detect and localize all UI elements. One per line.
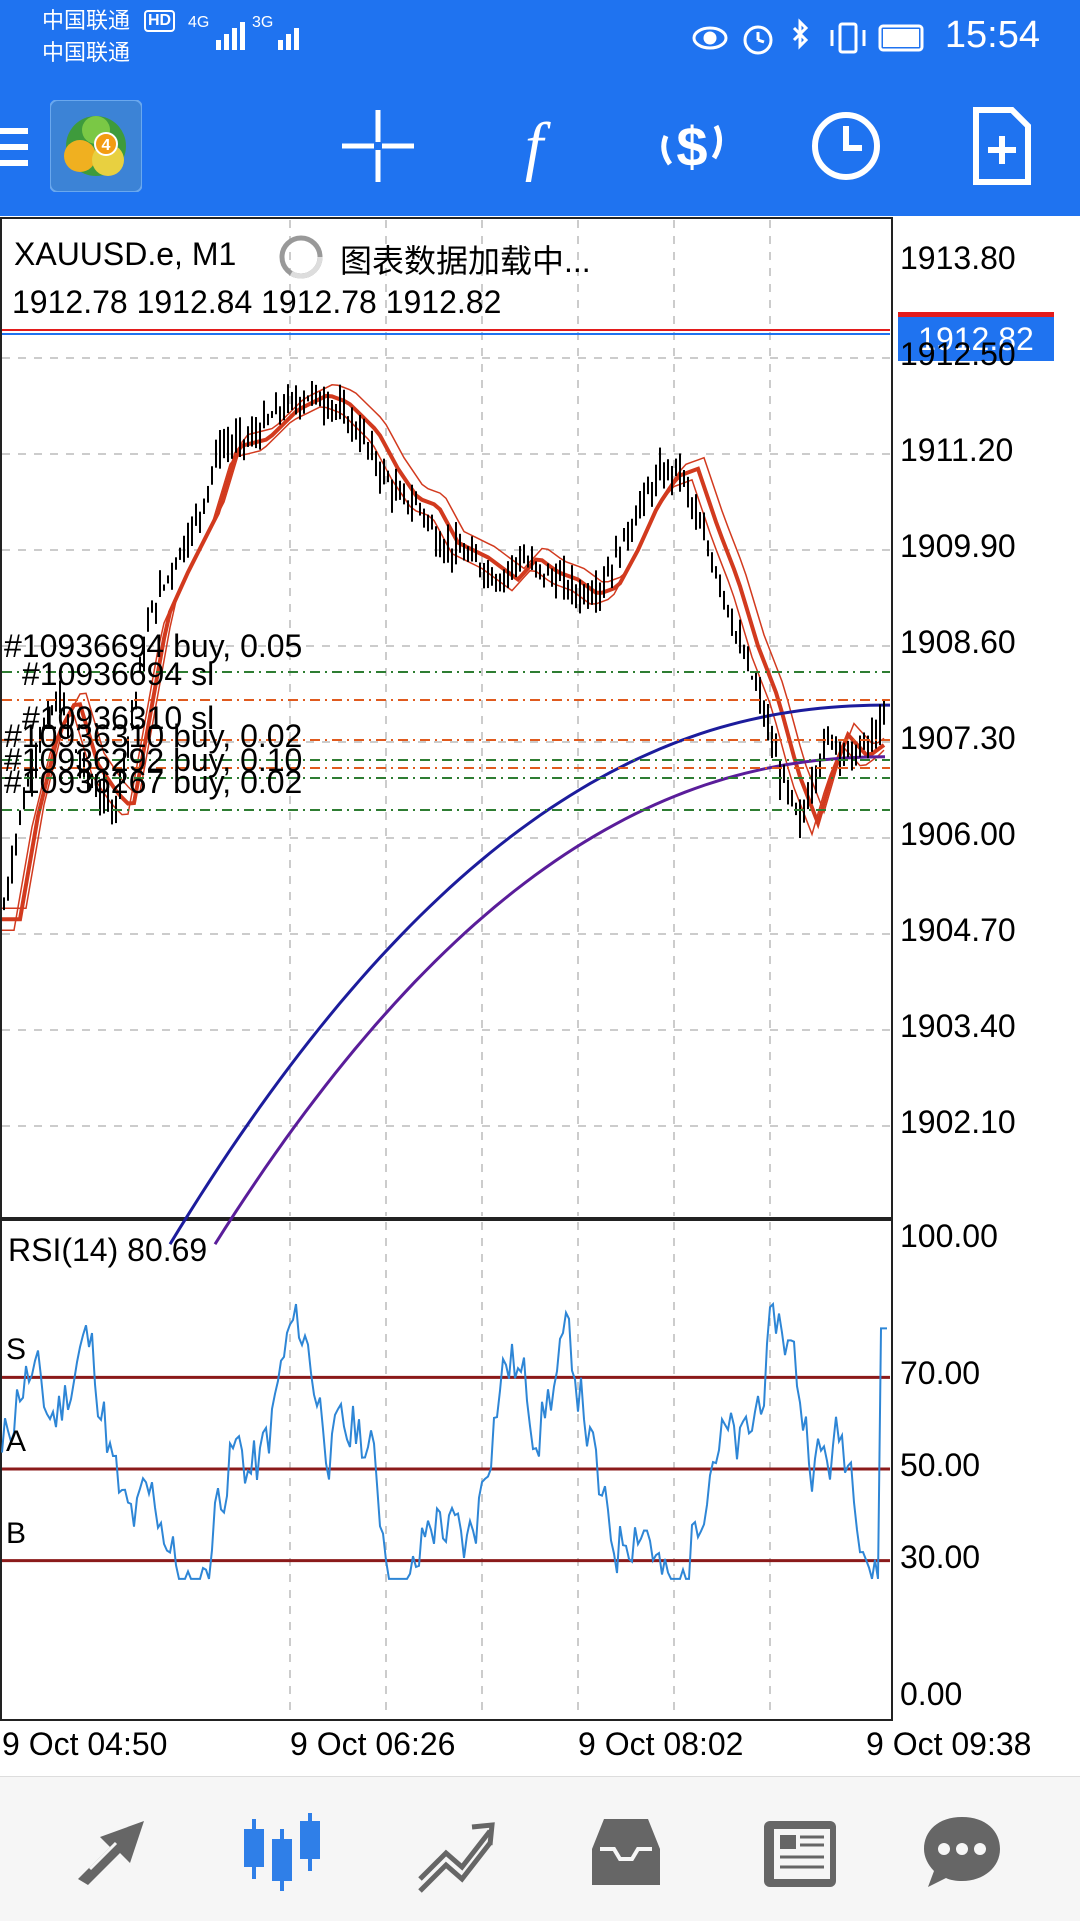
hd-badge: HD <box>144 10 176 32</box>
toolbar: 4 f $ <box>0 78 1080 216</box>
price-tick-label: 1908.60 <box>900 624 1016 660</box>
price-tick-label: 1907.30 <box>900 720 1016 756</box>
rsi-level-label: S <box>6 1333 27 1367</box>
rsi-label: RSI(14) 80.69 <box>8 1232 208 1268</box>
ma-red-main <box>2 393 886 922</box>
indicator-f-icon[interactable]: f <box>494 106 574 186</box>
carrier-2: 中国联通 <box>42 40 131 65</box>
price-chart[interactable] <box>0 216 1080 1770</box>
time-axis-label: 9 Oct 08:02 <box>578 1726 744 1762</box>
network-4g: 4G <box>188 14 210 31</box>
trade-icon[interactable] <box>414 1809 498 1893</box>
rsi-tick-label: 70.00 <box>900 1355 981 1392</box>
svg-text:4: 4 <box>102 137 111 154</box>
price-tick-label: 1913.80 <box>900 240 1016 276</box>
clock-icon[interactable] <box>806 106 886 186</box>
history-inbox-icon[interactable] <box>584 1809 668 1893</box>
price-tick-label: 1906.00 <box>900 816 1016 852</box>
price-tick-label: 1909.90 <box>900 528 1016 564</box>
loading-label: 图表数据加载中... <box>340 243 591 279</box>
svg-text:f: f <box>525 110 551 183</box>
chat-icon[interactable] <box>920 1809 1004 1893</box>
new-order-icon[interactable] <box>962 106 1042 186</box>
price-tick-label: 1912.50 <box>900 336 1016 372</box>
price-tick-label: 1911.20 <box>900 432 1014 468</box>
rsi-tick-label: 50.00 <box>900 1447 981 1483</box>
order-label: #10936310 sl <box>22 700 215 736</box>
price-tick-label: 1904.70 <box>900 912 1016 948</box>
ma-blue <box>168 703 890 1245</box>
carrier-1: 中国联通 <box>42 8 131 33</box>
ohlc-label: 1912.78 1912.84 1912.78 1912.82 <box>12 284 502 320</box>
news-icon[interactable] <box>758 1809 842 1893</box>
order-label: #10936310 buy, 0.02 <box>4 718 303 754</box>
ma-purple <box>213 755 886 1246</box>
crosshair-icon[interactable] <box>338 106 418 186</box>
network-3g: 3G <box>252 14 274 31</box>
rsi-tick-label: 0.00 <box>900 1676 963 1712</box>
quotes-arrows-icon[interactable] <box>70 1809 154 1893</box>
status-icons <box>692 18 924 55</box>
order-label: #10936267 buy, 0.02 <box>4 764 303 800</box>
ma-red-upper <box>2 384 885 909</box>
menu-icon[interactable] <box>0 106 80 186</box>
rsi-tick-label: 30.00 <box>900 1538 981 1575</box>
trade-dollar-icon[interactable]: $ <box>650 106 730 186</box>
rsi-level-label: A <box>6 1425 27 1458</box>
clock-time: 15:54 <box>944 14 1040 56</box>
symbol-label: XAUUSD.e, M1 <box>14 236 237 272</box>
time-axis-label: 9 Oct 09:38 <box>866 1726 1032 1762</box>
rsi-tick-label: 100.00 <box>900 1218 998 1254</box>
loading-spinner-icon <box>279 235 323 279</box>
price-tick-label: 1902.10 <box>900 1104 1016 1140</box>
rsi-level-label: B <box>6 1516 27 1550</box>
order-label: #10936694 sl <box>22 656 215 692</box>
time-axis-label: 9 Oct 04:50 <box>2 1726 168 1762</box>
bottom-navigation <box>0 1776 1080 1921</box>
order-label: #10936694 buy, 0.05 <box>4 628 303 664</box>
status-bar: 中国联通 中国联通 HD 4G 3G 15:54 <box>0 0 1080 78</box>
time-axis-label: 9 Oct 06:26 <box>290 1726 456 1762</box>
price-tick-label: 1903.40 <box>900 1008 1016 1044</box>
order-label: #10936292 buy, 0.10 <box>4 742 303 778</box>
rsi-line <box>1 1301 887 1580</box>
signal-icon <box>216 22 299 50</box>
current-price-tag: 1912.82 <box>898 312 1054 361</box>
app-logo-icon[interactable]: 4 <box>50 100 142 192</box>
svg-text:$: $ <box>676 115 707 178</box>
chart-candles-icon[interactable] <box>240 1809 324 1893</box>
